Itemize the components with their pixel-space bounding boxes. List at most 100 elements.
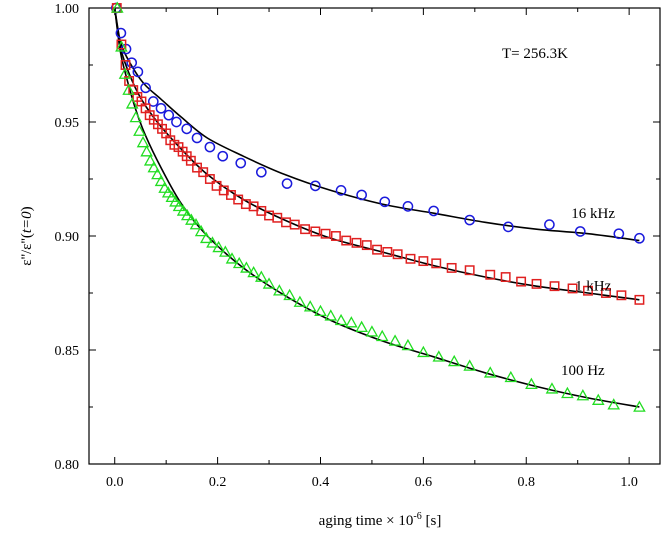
data-point xyxy=(143,154,157,166)
data-point xyxy=(446,262,457,273)
data-point xyxy=(219,245,232,257)
x-tick-label: 0.0 xyxy=(106,475,124,490)
data-point xyxy=(185,213,198,225)
data-point xyxy=(341,235,352,246)
data-point xyxy=(133,124,146,136)
series-1-points xyxy=(111,3,645,305)
data-point xyxy=(633,400,646,412)
x-axis-title-unit: [s] xyxy=(425,513,441,529)
data-point xyxy=(418,256,429,267)
data-point xyxy=(576,389,590,401)
y-tick-label: 0.80 xyxy=(55,458,80,473)
data-point xyxy=(204,141,216,153)
data-point xyxy=(591,393,605,405)
data-point xyxy=(151,167,164,180)
data-point xyxy=(181,123,193,135)
y-axis-title: ε''/ε''(t=0) xyxy=(19,206,35,265)
x-tick-label: 0.8 xyxy=(518,475,536,490)
data-point xyxy=(129,110,143,123)
data-point xyxy=(161,186,175,198)
data-point xyxy=(516,276,527,287)
data-point xyxy=(417,345,430,358)
data-point xyxy=(163,109,175,121)
plot-frame xyxy=(88,7,661,465)
data-point xyxy=(365,325,379,337)
data-point xyxy=(136,135,150,148)
data-point xyxy=(504,370,518,383)
data-point xyxy=(464,265,475,276)
data-point xyxy=(356,189,367,201)
data-point xyxy=(191,132,203,144)
x-axis-title-base: 10 xyxy=(398,513,413,529)
data-point xyxy=(283,288,296,301)
axis-ticks: 0.0 0.2 0.4 0.6 0.8 1.0 0.80 0.85 0.90 0.95 1.00 xyxy=(55,2,660,490)
data-point xyxy=(345,316,358,328)
data-point xyxy=(110,1,124,13)
data-point xyxy=(320,228,331,239)
data-point xyxy=(372,244,383,255)
data-point xyxy=(402,201,414,212)
data-point xyxy=(431,258,442,269)
data-point xyxy=(232,256,246,269)
data-point xyxy=(567,283,578,294)
data-point xyxy=(335,185,347,196)
data-point xyxy=(432,350,446,362)
data-point xyxy=(310,226,321,237)
x-tick-label: 0.4 xyxy=(312,475,330,490)
data-point xyxy=(147,96,159,107)
data-point xyxy=(125,97,139,109)
data-point xyxy=(464,214,476,226)
data-point xyxy=(247,265,260,278)
data-point xyxy=(500,272,511,282)
series-0-points xyxy=(110,2,645,244)
data-point xyxy=(204,174,215,184)
data-point xyxy=(405,253,416,264)
y-axis-title-right: ) xyxy=(19,206,35,211)
data-point xyxy=(140,145,153,157)
data-point xyxy=(607,398,621,410)
data-point xyxy=(165,190,179,203)
y-axis-title-arg: t=0 xyxy=(19,211,35,233)
data-point xyxy=(544,219,555,230)
data-point xyxy=(309,180,321,192)
data-point xyxy=(355,320,368,333)
data-point xyxy=(206,236,219,248)
temperature-annotation: T= 256.3K xyxy=(502,46,568,62)
data-point xyxy=(351,237,362,248)
data-point xyxy=(176,204,190,216)
data-point xyxy=(375,329,389,342)
data-markers xyxy=(110,1,646,412)
data-point xyxy=(463,359,476,371)
data-point xyxy=(185,155,196,166)
series-labels: 16 kHz 1 kHz 100 Hz xyxy=(561,206,615,379)
data-point xyxy=(122,83,135,95)
y-tick-label: 0.90 xyxy=(55,230,80,245)
data-point xyxy=(428,205,440,217)
data-point xyxy=(483,366,497,378)
x-axis-title-exp: -6 xyxy=(413,511,421,522)
data-point xyxy=(255,166,267,178)
data-point xyxy=(225,252,239,264)
y-tick-label: 0.85 xyxy=(55,344,80,359)
y-axis-title-left: ε''/ε''( xyxy=(19,233,35,266)
data-point xyxy=(330,231,341,241)
data-point xyxy=(281,178,293,189)
data-point xyxy=(634,294,645,305)
y-tick-label: 1.00 xyxy=(55,2,80,17)
data-point xyxy=(262,277,276,289)
series-2-points xyxy=(110,1,646,412)
data-point xyxy=(583,285,593,296)
data-point xyxy=(198,167,209,178)
data-point xyxy=(447,354,461,367)
data-point xyxy=(324,309,338,321)
series-label-0: 16 kHz xyxy=(571,206,615,222)
data-point xyxy=(392,249,403,260)
x-tick-label: 1.0 xyxy=(620,475,638,490)
data-point xyxy=(334,313,348,326)
data-point xyxy=(189,218,203,230)
data-point xyxy=(485,269,496,280)
data-point xyxy=(273,284,286,296)
data-point xyxy=(616,290,627,301)
data-point xyxy=(293,295,307,307)
